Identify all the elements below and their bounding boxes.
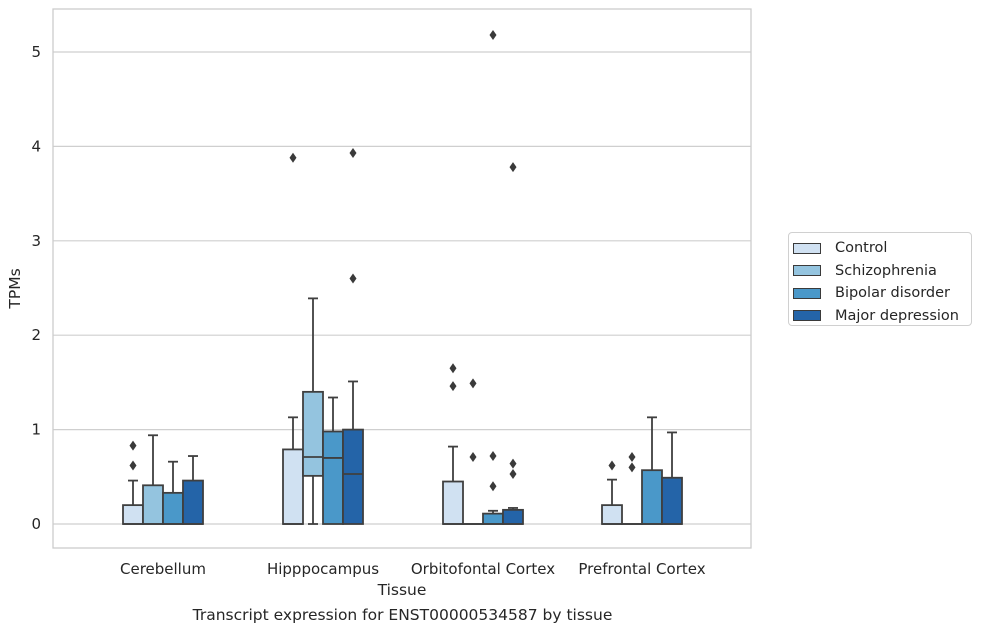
legend-label-major-depression: Major depression	[835, 307, 959, 324]
box-1-0	[142, 434, 164, 525]
outlier-point	[449, 363, 457, 374]
y-tick-label: 5	[31, 43, 41, 61]
y-tick-labels: 0 1 2 3 4 5	[31, 43, 41, 533]
outlier-point	[289, 152, 297, 163]
chart-caption: Transcript expression for ENST0000053458…	[192, 606, 613, 624]
box-1-2	[462, 378, 484, 525]
box-2-2	[482, 30, 504, 525]
box-body	[142, 484, 164, 525]
x-tick-labels: Cerebellum Hipppocampus Orbitofontal Corte…	[120, 560, 706, 578]
outlier-point	[509, 468, 517, 479]
box-3-1	[342, 148, 364, 525]
box-body	[122, 504, 144, 525]
outlier-point	[509, 458, 517, 469]
box-3-3	[661, 431, 683, 525]
box-0-2	[442, 363, 464, 525]
legend: Control Schizophrenia Bipolar disorder M…	[788, 232, 972, 326]
outlier-point	[349, 273, 357, 284]
box-layer	[122, 30, 683, 525]
box-2-3	[641, 416, 663, 525]
y-axis-label: TPMs	[6, 268, 24, 309]
legend-swatch-control	[793, 242, 821, 254]
y-tick-label: 4	[31, 137, 41, 155]
legend-swatch-schizophrenia	[793, 265, 821, 277]
x-tick-label: Cerebellum	[120, 560, 206, 578]
x-tick-label: Orbitofontal Cortex	[411, 560, 555, 578]
box-body	[162, 491, 184, 525]
box-0-0	[122, 440, 144, 525]
box-0-3	[601, 460, 623, 525]
box-body	[661, 476, 683, 525]
box-1-1	[302, 297, 324, 525]
legend-item-bipolar-disorder: Bipolar disorder	[793, 282, 971, 305]
legend-label-control: Control	[835, 240, 888, 257]
box-body	[182, 479, 204, 525]
legend-label-bipolar-disorder: Bipolar disorder	[835, 285, 950, 302]
outlier-point	[489, 451, 497, 462]
y-tick-label: 2	[31, 326, 41, 344]
box-3-2	[502, 162, 524, 525]
box-1-3	[621, 451, 643, 525]
box-body	[641, 469, 663, 525]
box-body	[482, 512, 504, 525]
legend-swatch-major-depression	[793, 310, 821, 322]
box-3-0	[182, 455, 204, 525]
x-axis-label: Tissue	[377, 581, 427, 599]
box-body	[302, 390, 324, 477]
box-2-0	[162, 460, 184, 525]
box-body	[322, 430, 344, 525]
legend-swatch-bipolar-disorder	[793, 287, 821, 299]
outlier-point	[469, 378, 477, 389]
box-body	[342, 428, 364, 525]
legend-item-control: Control	[793, 237, 971, 260]
outlier-point	[129, 460, 137, 471]
box-body	[502, 508, 524, 525]
y-tick-label: 1	[31, 421, 41, 439]
y-tick-label: 3	[31, 232, 41, 250]
legend-item-major-depression: Major depression	[793, 305, 971, 328]
box-body	[282, 448, 304, 525]
x-tick-label: Hipppocampus	[267, 560, 379, 578]
outlier-point	[608, 460, 616, 471]
plot-frame	[52, 8, 752, 549]
outlier-point	[489, 30, 497, 41]
box-2-1	[322, 396, 344, 525]
box-body	[442, 480, 464, 525]
outlier-point	[129, 440, 137, 451]
outlier-point	[509, 162, 517, 173]
grid-layer	[53, 51, 751, 525]
outlier-point	[628, 451, 636, 462]
box-body	[601, 504, 623, 525]
outlier-point	[349, 148, 357, 159]
y-tick-label: 0	[31, 515, 41, 533]
legend-item-schizophrenia: Schizophrenia	[793, 260, 971, 283]
outlier-point	[469, 451, 477, 462]
outlier-point	[628, 462, 636, 473]
outlier-point	[489, 481, 497, 492]
legend-label-schizophrenia: Schizophrenia	[835, 262, 937, 279]
box-0-1	[282, 152, 304, 525]
outlier-point	[449, 381, 457, 392]
x-tick-label: Prefrontal Cortex	[578, 560, 705, 578]
